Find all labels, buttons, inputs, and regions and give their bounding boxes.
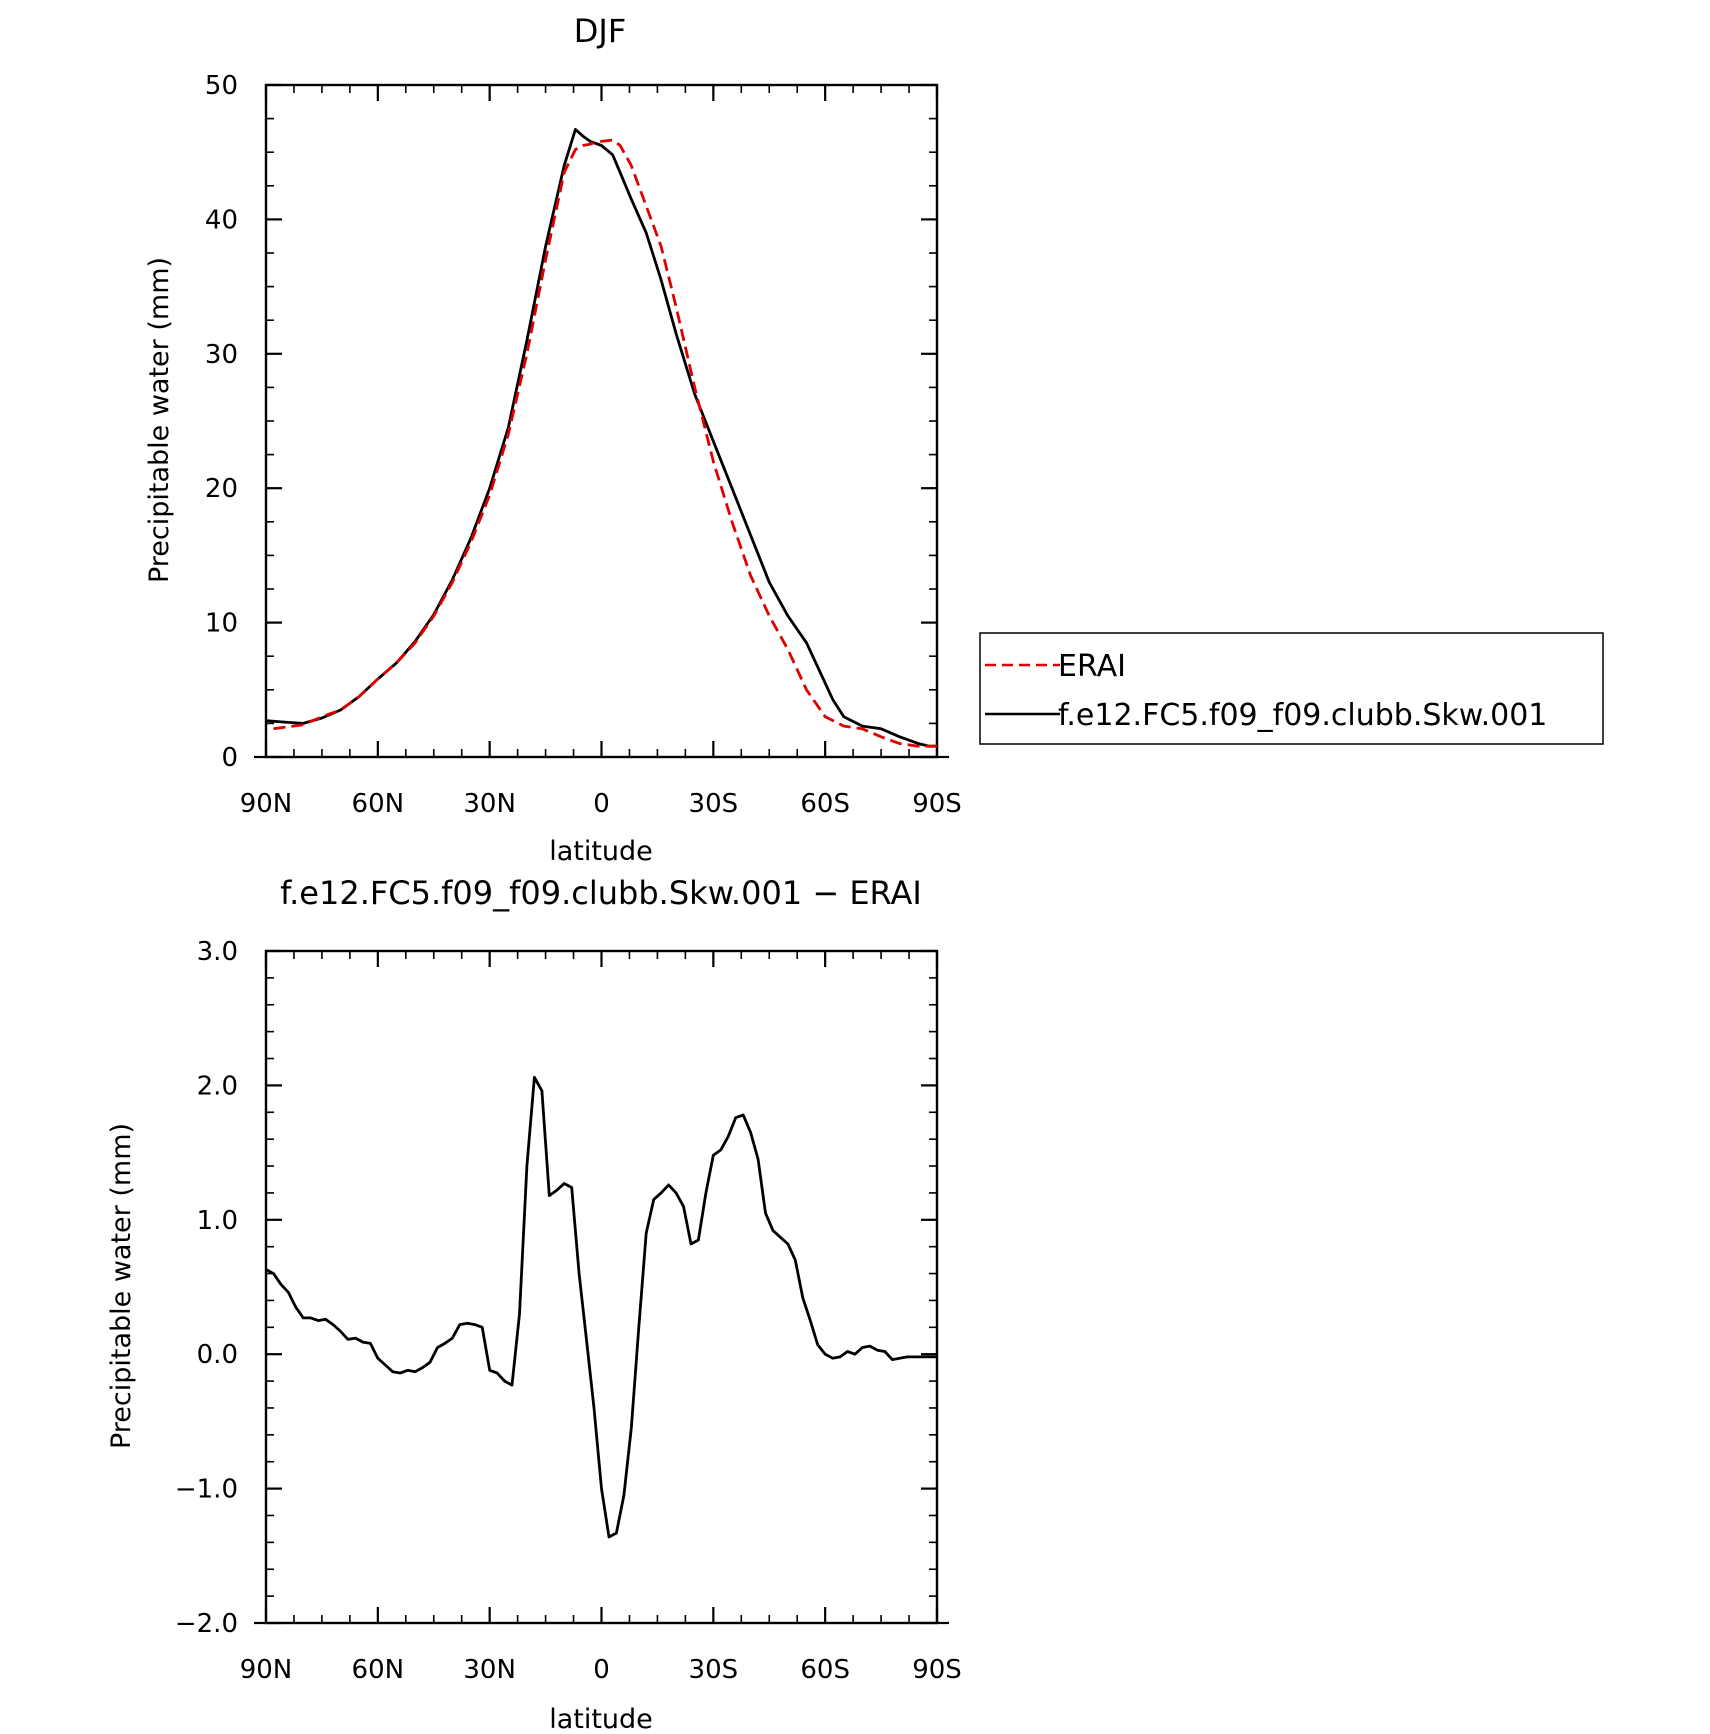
bottom-chart-title: f.e12.FC5.f09_f09.clubb.Skw.001 − ERAI	[280, 874, 922, 912]
x-tick-label: 30N	[463, 1655, 516, 1685]
bottom-chart-series	[265, 1075, 937, 1539]
erai-series-line	[273, 138, 937, 748]
x-tick-label: 0	[593, 1655, 610, 1685]
x-tick-label: 60N	[352, 1655, 405, 1685]
legend-label-erai: ERAI	[1058, 649, 1126, 684]
y-tick-label: −2.0	[175, 1609, 238, 1639]
x-tick-label: 60N	[352, 789, 405, 819]
top-chart-x-axis-title: latitude	[549, 836, 653, 867]
x-tick-label: 30S	[689, 1655, 739, 1685]
x-tick-label: 90N	[240, 1655, 293, 1685]
x-tick-label: 0	[593, 789, 610, 819]
y-tick-label: 30	[205, 340, 238, 370]
y-tick-label: 3.0	[197, 937, 238, 967]
y-tick-label: 20	[205, 474, 238, 504]
y-tick-label: 1.0	[197, 1206, 238, 1236]
top-chart-axes: 90N 60N 30N 0 30S 60S 90S 0 10 20 30 40 50	[205, 71, 962, 819]
bottom-chart-x-axis-title: latitude	[549, 1704, 653, 1734]
x-tick-label: 90S	[912, 789, 962, 819]
difference-series-line	[265, 1075, 937, 1539]
x-tick-label: 90N	[240, 789, 293, 819]
legend-frame	[979, 632, 1604, 745]
y-tick-label: 50	[205, 71, 238, 101]
x-tick-label: 60S	[800, 1655, 850, 1685]
y-tick-label: 0.0	[197, 1340, 238, 1370]
plot-frame	[264, 949, 939, 1625]
x-tick-label: 60S	[800, 789, 850, 819]
bottom-chart-axes: 90N 60N 30N 0 30S 60S 90S −2.0 −1.0 0.0 1.0 2.0 3.0	[175, 937, 962, 1685]
y-tick-label: 40	[205, 205, 238, 235]
top-chart-series	[265, 128, 937, 748]
bottom-chart-panel: f.e12.FC5.f09_f09.clubb.Skw.001 − ERAI 9…	[106, 874, 962, 1734]
top-chart-title: DJF	[574, 12, 626, 50]
y-tick-label: 2.0	[197, 1071, 238, 1101]
y-tick-label: 10	[205, 609, 238, 639]
top-chart-legend: ERAI f.e12.FC5.f09_f09.clubb.Skw.001	[979, 632, 1604, 745]
legend-label-model: f.e12.FC5.f09_f09.clubb.Skw.001	[1058, 698, 1547, 733]
y-tick-label: 0	[221, 743, 238, 773]
x-tick-label: 30S	[689, 789, 739, 819]
plot-frame	[264, 83, 939, 759]
model-series-line	[265, 128, 937, 748]
y-tick-label: −1.0	[175, 1475, 238, 1505]
top-chart-y-axis-title: Precipitable water (mm)	[144, 257, 175, 583]
top-chart-panel: DJF 90N 60N 30N 0 30S 60S 90S 0 10 20 30 40 50 latit…	[144, 12, 962, 867]
bottom-chart-y-axis-title: Precipitable water (mm)	[106, 1123, 137, 1449]
x-tick-label: 30N	[463, 789, 516, 819]
x-tick-label: 90S	[912, 1655, 962, 1685]
